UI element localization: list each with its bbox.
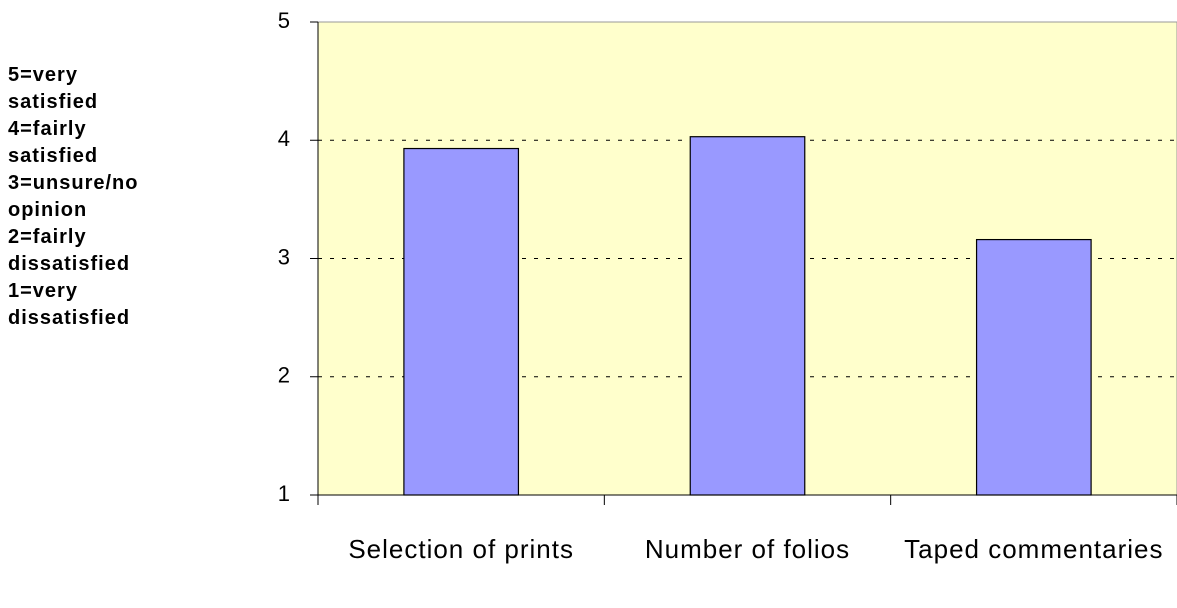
x-tick-label: Taped commentaries — [904, 534, 1164, 564]
y-tick-label: 5 — [278, 8, 290, 33]
bar — [689, 136, 806, 496]
legend-item: 5=very satisfied — [8, 64, 99, 113]
legend-item: 2=fairly dissatisfied — [8, 226, 131, 275]
legend-item: 3=unsure/no opinion — [8, 172, 139, 221]
legend-item: 1=very dissatisfied — [8, 280, 131, 329]
x-tick-label: Number of folios — [644, 534, 851, 564]
y-tick-label: 2 — [278, 363, 290, 388]
bar — [975, 238, 1092, 496]
y-tick-label: 3 — [278, 244, 290, 269]
bar — [403, 147, 520, 496]
y-tick-label: 4 — [278, 126, 290, 151]
legend: 5=very satisfied 4=fairly satisfied 3=unsu… — [8, 62, 168, 332]
legend-item: 4=fairly satisfied — [8, 118, 99, 167]
x-tick-label: Selection of prints — [348, 534, 574, 564]
y-tick-label: 1 — [278, 481, 290, 506]
